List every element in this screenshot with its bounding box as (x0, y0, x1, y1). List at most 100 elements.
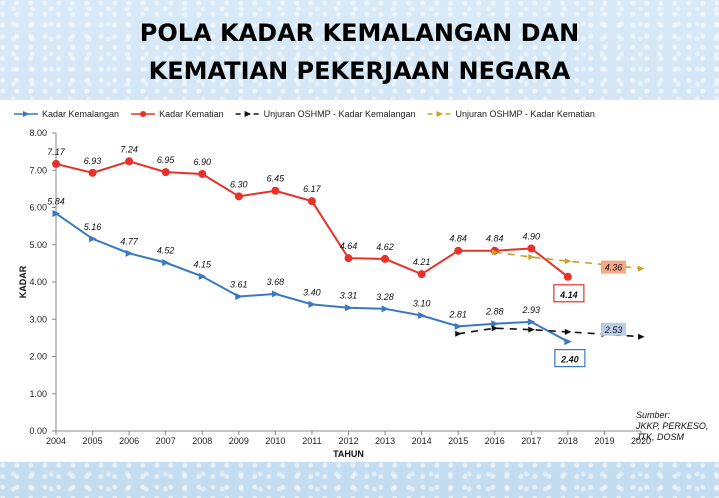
marker-kemalangan (198, 272, 207, 280)
data-label-kematian: 7.17 (47, 147, 66, 157)
marker-unjuran-kemalangan (564, 328, 572, 335)
legend-marker-unjuran-kemalangan (244, 111, 252, 117)
marker-kematian (454, 246, 463, 255)
marker-kematian (234, 192, 243, 201)
data-label-kemalangan: 4.77 (120, 236, 139, 246)
y-tick-label: 4.00 (29, 277, 47, 287)
data-label-kemalangan: 3.40 (303, 287, 321, 297)
y-tick-label: 8.00 (29, 128, 47, 138)
value-box-unjuran-kemalangan (601, 322, 626, 336)
data-label-kematian: 6.17 (303, 184, 322, 194)
x-tick-label: 2004 (46, 436, 66, 446)
data-label-kematian: 4.21 (413, 257, 431, 267)
x-tick-label: 2010 (265, 436, 285, 446)
x-tick-label: 2015 (448, 436, 468, 446)
x-tick-label: 2014 (412, 436, 432, 446)
data-label-kemalangan: 2.93 (522, 305, 541, 315)
marker-kematian (161, 168, 170, 177)
data-label-kematian: 6.30 (230, 179, 248, 189)
series-line-kematian (55, 160, 569, 278)
data-label-kemalangan: 3.10 (413, 299, 431, 309)
x-axis-title: TAHUN (333, 449, 364, 459)
value-box-kematian (553, 284, 585, 303)
data-label-kematian: 4.14 (559, 290, 578, 300)
marker-kemalangan (89, 235, 97, 243)
data-label-unjuran-kematian: 4.36 (605, 263, 623, 273)
series-line-kemalangan (55, 212, 569, 343)
y-tick-label: 7.00 (29, 165, 47, 175)
data-label-kemalangan: 5.16 (84, 222, 102, 232)
x-tick-label: 2012 (338, 436, 358, 446)
y-tick-label: 0.00 (29, 426, 47, 436)
marker-kemalangan (235, 293, 243, 301)
y-axis-title: KADAR (18, 265, 28, 298)
legend-label-unjuran-kematian: Unjuran OSHMP - Kadar Kematian (456, 109, 595, 119)
data-label-unjuran-kemalangan: 2.53 (604, 325, 623, 335)
x-tick-label: 2019 (594, 436, 614, 446)
x-tick-label: 2009 (229, 436, 249, 446)
marker-kemalangan (491, 320, 499, 328)
marker-kematian (381, 254, 390, 263)
y-tick-label: 3.00 (29, 314, 47, 324)
data-label-kematian: 7.24 (120, 144, 138, 154)
x-tick-label: 2006 (119, 436, 139, 446)
data-label-kemalangan: 3.28 (376, 292, 394, 302)
legend-label-unjuran-kemalangan: Unjuran OSHMP - Kadar Kemalangan (264, 109, 416, 119)
marker-kematian (344, 254, 353, 263)
legend-marker-unjuran-kematian (436, 111, 444, 117)
marker-kemalangan (381, 305, 390, 313)
data-label-kematian: 6.45 (267, 174, 286, 184)
marker-unjuran-kemalangan (528, 326, 535, 333)
data-label-kematian: 4.84 (486, 234, 504, 244)
value-box-unjuran-kematian (601, 260, 626, 274)
legend-marker-kematian (140, 111, 147, 117)
data-label-kemalangan: 2.40 (560, 355, 579, 365)
marker-kematian (417, 270, 426, 279)
legend-label-kemalangan: Kadar Kemalangan (42, 109, 119, 119)
data-label-kemalangan: 2.88 (485, 307, 504, 317)
source-note-line: JTK, DOSM (635, 432, 685, 442)
marker-kemalangan (564, 338, 572, 346)
marker-kematian (563, 272, 572, 281)
data-label-kematian: 6.93 (84, 156, 102, 166)
value-box-kemalangan (554, 349, 586, 368)
marker-kematian (88, 168, 97, 177)
y-tick-label: 2.00 (29, 352, 47, 362)
x-tick-label: 2020 (631, 436, 651, 446)
slide-title: POLA KADAR KEMALANGAN DAN KEMATIAN PEKER… (0, 14, 719, 90)
marker-kemalangan (52, 209, 60, 217)
title-line-2: KEMATIAN PEKERJAAN NEGARA (148, 57, 571, 85)
series-line-unjuran-kemalangan (458, 327, 642, 338)
data-label-kematian: 4.64 (340, 241, 358, 251)
legend-label-kematian: Kadar Kematian (159, 109, 224, 119)
y-tick-label: 1.00 (29, 389, 47, 399)
marker-kemalangan (345, 304, 353, 312)
marker-kemalangan (308, 300, 316, 308)
source-note-line: Sumber: (636, 410, 671, 420)
x-tick-label: 2013 (375, 436, 395, 446)
marker-kemalangan (125, 249, 134, 257)
x-tick-label: 2007 (156, 436, 176, 446)
marker-unjuran-kemalangan (455, 330, 462, 337)
marker-kematian (125, 157, 134, 166)
data-label-kematian: 4.90 (523, 231, 541, 241)
data-label-kematian: 6.90 (193, 157, 211, 167)
x-tick-label: 2005 (83, 436, 103, 446)
x-tick-label: 2008 (192, 436, 212, 446)
marker-unjuran-kematian (491, 249, 499, 256)
marker-kemalangan (418, 312, 426, 320)
title-line-1: POLA KADAR KEMALANGAN DAN (139, 19, 580, 47)
data-label-kematian: 4.62 (376, 242, 394, 252)
marker-unjuran-kemalangan (491, 325, 499, 332)
x-tick-label: 2011 (302, 436, 321, 446)
marker-unjuran-kematian (564, 258, 572, 265)
marker-kematian (52, 159, 60, 168)
data-label-kemalangan: 4.15 (193, 259, 212, 269)
data-label-kemalangan: 5.84 (47, 196, 65, 206)
marker-unjuran-kematian (528, 254, 535, 261)
y-tick-label: 6.00 (29, 203, 47, 213)
x-tick-label: 2017 (521, 436, 541, 446)
marker-kemalangan (454, 322, 463, 330)
x-tick-label: 2016 (485, 436, 505, 446)
marker-unjuran-kematian (638, 265, 645, 272)
